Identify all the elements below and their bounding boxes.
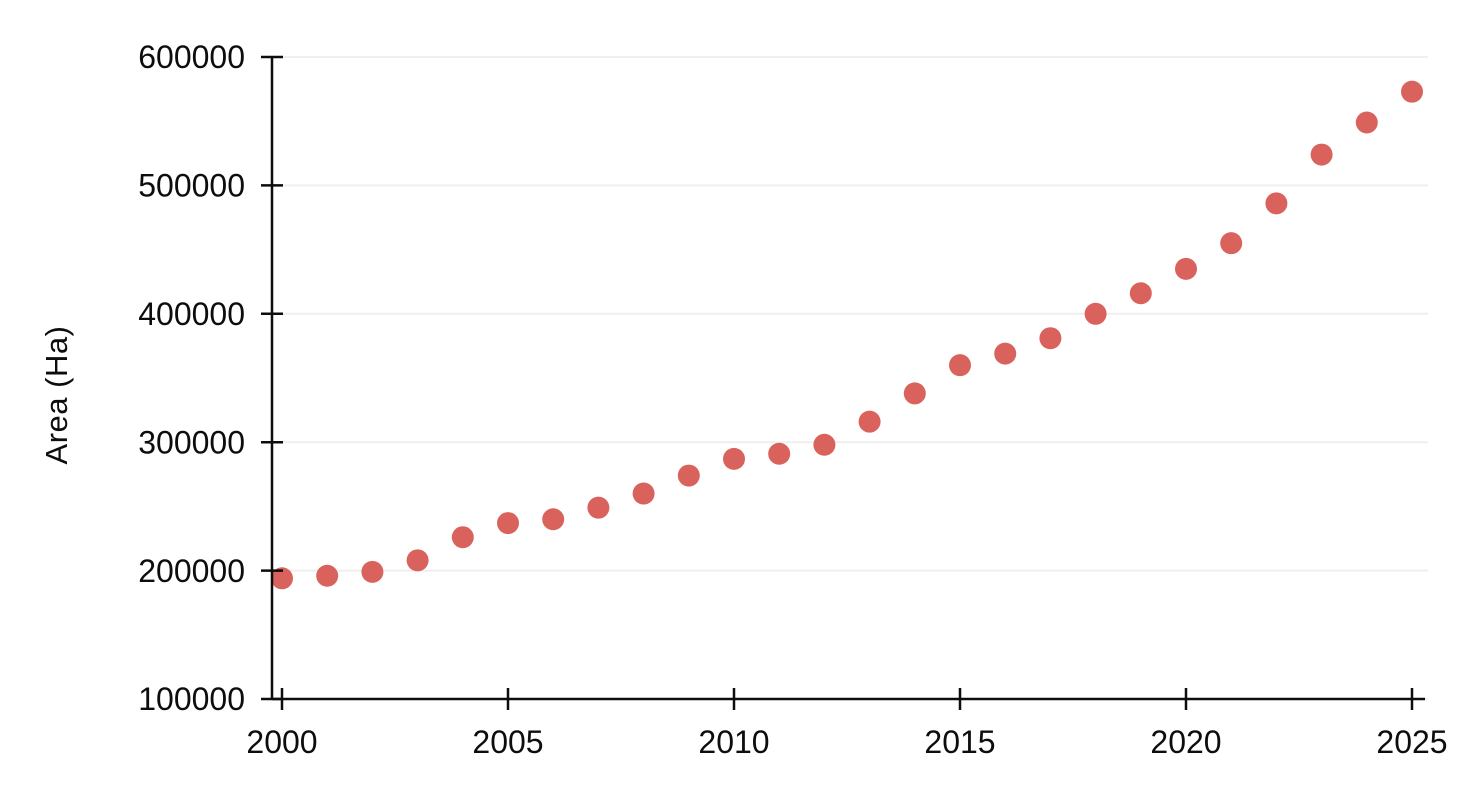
data-point bbox=[1129, 282, 1152, 305]
y-axis-label: Area (Ha) bbox=[39, 325, 74, 465]
data-point bbox=[1265, 192, 1288, 215]
y-tick-label: 200000 bbox=[138, 553, 245, 589]
data-point bbox=[994, 342, 1017, 365]
x-tick-label: 2005 bbox=[472, 724, 543, 760]
data-point bbox=[542, 508, 565, 531]
data-point bbox=[1401, 80, 1423, 103]
x-tick-label: 2010 bbox=[698, 724, 769, 760]
data-point bbox=[768, 442, 791, 465]
data-point bbox=[1310, 143, 1333, 166]
x-tick-label: 2000 bbox=[246, 724, 317, 760]
data-point bbox=[813, 433, 836, 456]
data-point bbox=[858, 410, 881, 433]
data-point bbox=[677, 464, 700, 487]
data-point bbox=[406, 549, 429, 572]
data-point bbox=[451, 526, 474, 549]
data-point bbox=[587, 496, 610, 519]
data-point bbox=[723, 447, 745, 470]
data-point bbox=[1355, 111, 1378, 134]
data-point bbox=[497, 512, 519, 535]
data-point bbox=[903, 382, 926, 405]
y-tick-label: 300000 bbox=[138, 424, 245, 460]
data-point bbox=[271, 567, 293, 590]
y-tick-label: 500000 bbox=[138, 168, 245, 204]
data-point bbox=[632, 482, 655, 505]
x-tick-label: 2020 bbox=[1150, 724, 1221, 760]
data-point bbox=[1084, 302, 1107, 325]
data-point bbox=[1175, 257, 1197, 280]
y-tick-label: 400000 bbox=[138, 296, 245, 332]
y-tick-label: 600000 bbox=[138, 39, 245, 75]
data-point bbox=[1039, 327, 1062, 350]
x-tick-label: 2015 bbox=[924, 724, 995, 760]
data-point bbox=[361, 560, 384, 583]
data-point bbox=[1220, 232, 1243, 255]
y-tick-label: 100000 bbox=[138, 681, 245, 717]
x-tick-label: 2025 bbox=[1376, 724, 1447, 760]
data-point bbox=[949, 354, 971, 377]
data-point bbox=[316, 564, 339, 587]
